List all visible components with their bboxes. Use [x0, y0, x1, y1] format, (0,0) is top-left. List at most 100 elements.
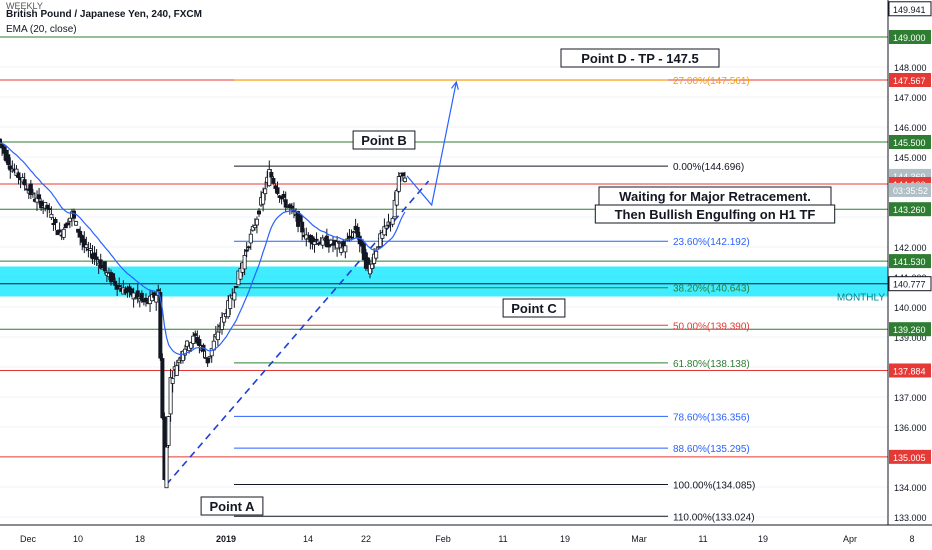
candle-body — [300, 221, 305, 233]
candle-body — [242, 255, 247, 270]
time-axis-background — [0, 525, 932, 550]
candle-body — [289, 205, 294, 209]
candle-body — [339, 247, 344, 253]
candle-body — [51, 223, 56, 226]
candle-body — [252, 224, 257, 229]
chart-title[interactable]: British Pound / Japanese Yen, 240, FXCM — [6, 9, 202, 20]
price-axis-tick: 139.000 — [894, 333, 927, 343]
point-d-label: Point D - TP - 147.5 — [581, 51, 699, 66]
candle-body — [53, 218, 58, 224]
candle-body — [65, 222, 70, 226]
candle-body — [209, 348, 214, 357]
fib-level-label: 88.60%(135.295) — [673, 444, 750, 455]
price-axis-tick: 146.000 — [894, 123, 927, 133]
price-label-box — [889, 363, 931, 378]
candle-body — [176, 359, 181, 363]
price-label-box — [888, 276, 932, 292]
time-axis-tick: 11 — [698, 534, 707, 544]
candle-body — [205, 357, 210, 364]
time-axis-tick: 22 — [361, 534, 371, 544]
price-label: 140.777 — [893, 280, 926, 290]
fib-level-label: 38.20%(140.643) — [673, 284, 750, 295]
candle-body — [182, 348, 187, 356]
price-axis-tick: 148.000 — [894, 63, 927, 73]
fib-level-label: 27.00%(147.561) — [673, 76, 750, 87]
time-axis-tick: 19 — [758, 534, 768, 544]
candle-body — [98, 259, 103, 269]
fib-level-label: 0.00%(144.696) — [673, 162, 744, 173]
support-trendline[interactable] — [165, 180, 430, 485]
price-axis-tick: 140.000 — [894, 303, 927, 313]
candle-body — [402, 177, 407, 182]
price-axis[interactable]: 148.000147.000146.000145.000142.000141.0… — [887, 0, 932, 550]
point-d-label-box — [560, 48, 720, 68]
candle-body — [191, 335, 196, 344]
candle-body — [232, 292, 237, 301]
candle-body — [127, 286, 132, 290]
candle-body — [117, 285, 122, 287]
price-axis-tick: 136.000 — [894, 423, 927, 433]
candle-body — [283, 199, 288, 208]
price-label-box — [889, 135, 931, 149]
price-label: 144.369 — [893, 172, 926, 182]
candle-body — [47, 208, 52, 210]
price-label-box — [889, 322, 931, 337]
candle-body — [254, 218, 259, 226]
candle-body — [207, 356, 212, 359]
ema-line[interactable] — [0, 142, 406, 356]
countdown-box — [889, 182, 931, 197]
price-axis-tick: 133.000 — [894, 513, 927, 523]
fib-level-label: 110.00%(133.024) — [673, 512, 755, 523]
candle-body — [57, 229, 62, 233]
candle-body — [193, 333, 198, 336]
candle-body — [24, 188, 29, 191]
candle-body — [72, 210, 77, 219]
point-c-label-box — [502, 298, 566, 318]
candle-body — [337, 241, 342, 244]
price-label: 149.000 — [893, 33, 926, 43]
candle-body — [164, 446, 169, 489]
candle-body — [275, 187, 280, 194]
candle-body — [312, 241, 317, 246]
candle-body — [45, 204, 50, 209]
fib-level-label: 61.80%(138.138) — [673, 359, 750, 370]
candle-body — [49, 213, 54, 218]
candle-body — [154, 294, 159, 303]
candle-body — [343, 245, 348, 253]
price-axis-tick: 147.000 — [894, 93, 927, 103]
candle-body — [281, 194, 286, 198]
indicator-label[interactable]: EMA (20, close) — [6, 24, 77, 35]
candle-body — [30, 192, 35, 195]
candle-body — [94, 256, 99, 260]
candle-body — [158, 292, 163, 359]
monthly-zone-label: MONTHLY — [837, 293, 885, 304]
projection-path[interactable] — [406, 81, 457, 207]
monthly-zone-band — [0, 266, 888, 297]
time-axis-tick: 11 — [498, 534, 507, 544]
watermark-label: WEEKLY — [6, 1, 43, 11]
candle-body — [22, 179, 27, 186]
price-label: 145.500 — [893, 138, 926, 148]
price-label: 149.941 — [893, 5, 926, 15]
candle-body — [396, 176, 401, 192]
candle-body — [215, 331, 220, 341]
time-axis-tick: 8 — [909, 534, 914, 544]
price-label-box — [889, 30, 931, 44]
retracement-note-line2: Then Bullish Engulfing on H1 TF — [615, 207, 816, 222]
candle-body — [84, 244, 89, 248]
candle-body — [298, 215, 303, 223]
projection-arrowhead — [451, 80, 459, 90]
candle-body — [392, 199, 397, 218]
price-label: 137.884 — [893, 366, 926, 376]
candle-body — [0, 138, 3, 144]
price-label: 141.530 — [893, 257, 926, 267]
candle-body — [394, 190, 399, 206]
fib-level-label: 78.60%(136.356) — [673, 412, 750, 423]
price-label: 139.260 — [893, 325, 926, 335]
candle-body — [78, 230, 83, 238]
candle-body — [61, 228, 66, 238]
fib-level-label: 23.60%(142.192) — [673, 237, 750, 248]
price-label: 135.005 — [893, 453, 926, 463]
time-axis[interactable]: Dec 10 18 2019 14 22 Feb 11 19 Mar 11 19 Apr 8 — [0, 524, 932, 550]
